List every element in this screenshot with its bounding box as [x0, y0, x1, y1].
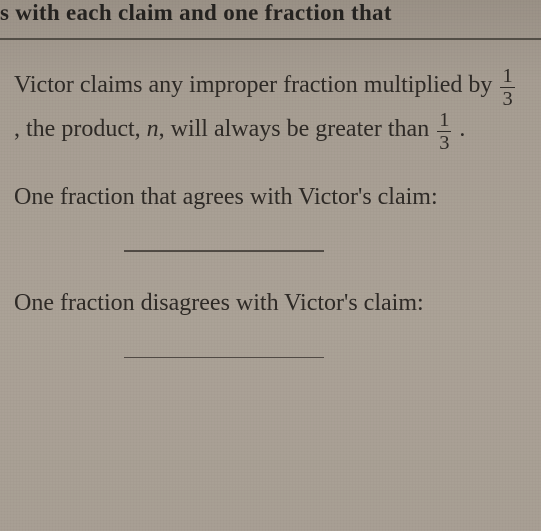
fraction-numerator: 1: [500, 66, 514, 87]
fraction-one-third-a: 1 3: [500, 66, 514, 110]
problem-content: Victor claims any improper fraction mult…: [0, 66, 541, 358]
fraction-denominator: 3: [437, 131, 451, 153]
fraction-denominator: 3: [500, 87, 514, 109]
claim-paragraph: Victor claims any improper fraction mult…: [14, 66, 521, 154]
agree-prompt: One fraction that agrees with Victor's c…: [14, 180, 521, 215]
agree-answer-line[interactable]: [124, 250, 324, 252]
fraction-one-third-b: 1 3: [437, 110, 451, 154]
claim-part2b: , will always be greater than: [159, 116, 436, 142]
disagree-answer-line[interactable]: [124, 357, 324, 359]
claim-part4: .: [459, 116, 465, 142]
claim-part2a: , the product,: [14, 116, 147, 142]
page-header-fragment: s with each claim and one fraction that: [0, 0, 541, 34]
agree-block: One fraction that agrees with Victor's c…: [14, 180, 521, 252]
header-divider: [0, 38, 541, 40]
claim-line1: Victor claims any improper fraction mult…: [14, 72, 498, 98]
worksheet-page: s with each claim and one fraction that …: [0, 0, 541, 531]
variable-n: n: [147, 116, 159, 142]
disagree-block: One fraction disagrees with Victor's cla…: [14, 286, 521, 358]
disagree-prompt: One fraction disagrees with Victor's cla…: [14, 286, 521, 321]
fraction-numerator: 1: [437, 110, 451, 131]
